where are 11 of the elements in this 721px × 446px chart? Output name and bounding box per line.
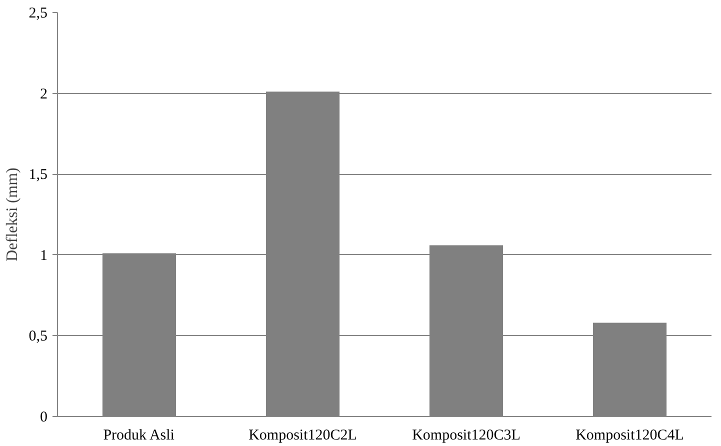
y-tick-label: 2,5 [28,6,48,22]
x-tick-label: Komposit120C4L [576,428,684,444]
y-tick-label: 0,5 [28,328,48,345]
y-tick-label: 0 [40,410,48,426]
y-tick-label: 1,5 [28,167,48,184]
y-tick-label: 2 [40,86,48,102]
y-tick-label: 1 [40,248,48,264]
x-tick-label: Komposit120C3L [412,428,520,444]
x-tick-label: Produk Asli [103,428,174,444]
y-axis-title: Defleksi (mm) [4,168,21,262]
x-tick-label: Komposit120C2L [248,428,357,444]
